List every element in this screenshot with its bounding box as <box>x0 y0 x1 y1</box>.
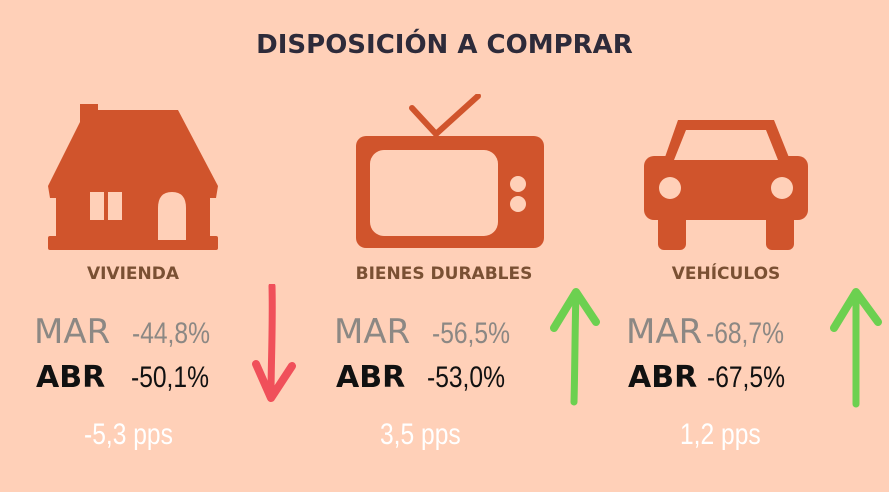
abr-row-bienes-durables: ABR -53,0% <box>336 360 522 395</box>
arrow-up-icon <box>830 288 882 408</box>
month-label-abr: ABR <box>336 360 406 395</box>
mar-value: -56,5% <box>432 317 511 350</box>
month-label-mar: MAR <box>34 312 111 352</box>
mar-value: -44,8% <box>132 317 211 350</box>
change-pps-vehiculos: 1,2 pps <box>680 418 761 451</box>
arrow-down-icon <box>252 284 296 402</box>
abr-row-vivienda: ABR -50,1% <box>36 360 226 395</box>
abr-value: -53,0% <box>427 361 506 394</box>
page-title: DISPOSICIÓN A COMPRAR <box>256 30 633 60</box>
mar-row-bienes-durables: MAR -56,5% <box>334 312 527 352</box>
mar-row-vehiculos: MAR -68,7% <box>626 312 801 352</box>
abr-value: -67,5% <box>707 361 786 394</box>
change-pps-bienes-durables: 3,5 pps <box>380 418 461 451</box>
month-label-mar: MAR <box>334 312 411 352</box>
month-label-abr: ABR <box>36 360 106 395</box>
abr-value: -50,1% <box>131 361 210 394</box>
month-label-abr: ABR <box>628 360 698 395</box>
month-label-mar: MAR <box>626 312 703 352</box>
car-icon <box>644 120 808 250</box>
category-label-vehiculos: VEHÍCULOS <box>671 264 781 284</box>
abr-row-vehiculos: ABR -67,5% <box>628 360 802 395</box>
arrow-up-icon <box>550 288 600 406</box>
mar-value: -68,7% <box>706 317 785 350</box>
change-pps-vivienda: -5,3 pps <box>84 418 173 451</box>
tv-icon <box>356 94 544 248</box>
house-icon <box>48 104 218 250</box>
category-label-bienes-durables: BIENES DURABLES <box>355 264 533 284</box>
category-label-vivienda: VIVIENDA <box>86 264 180 284</box>
mar-row-vivienda: MAR -44,8% <box>34 312 227 352</box>
